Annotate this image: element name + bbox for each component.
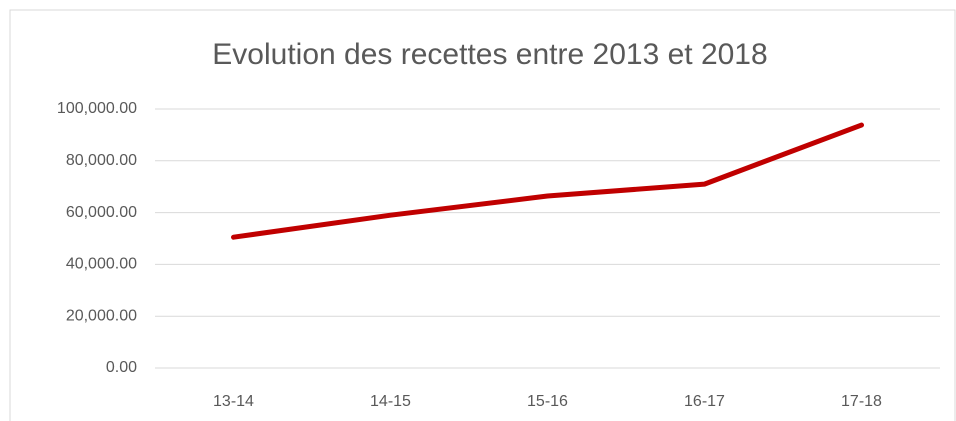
x-tick-label: 14-15 [370, 393, 411, 410]
y-tick-label: 100,000.00 [57, 100, 137, 117]
y-tick-label: 0.00 [106, 359, 137, 376]
y-tick-label: 20,000.00 [66, 307, 137, 324]
y-tick-label: 60,000.00 [66, 204, 137, 221]
chart-frame [9, 9, 956, 421]
x-tick-label: 16-17 [684, 393, 725, 410]
x-tick-label: 15-16 [527, 393, 568, 410]
y-tick-label: 40,000.00 [66, 256, 137, 273]
y-tick-label: 80,000.00 [66, 152, 137, 169]
x-tick-label: 13-14 [213, 393, 254, 410]
x-tick-label: 17-18 [841, 393, 882, 410]
line [231, 122, 864, 240]
chart-title: Evolution des recettes entre 2013 et 201… [212, 38, 767, 71]
